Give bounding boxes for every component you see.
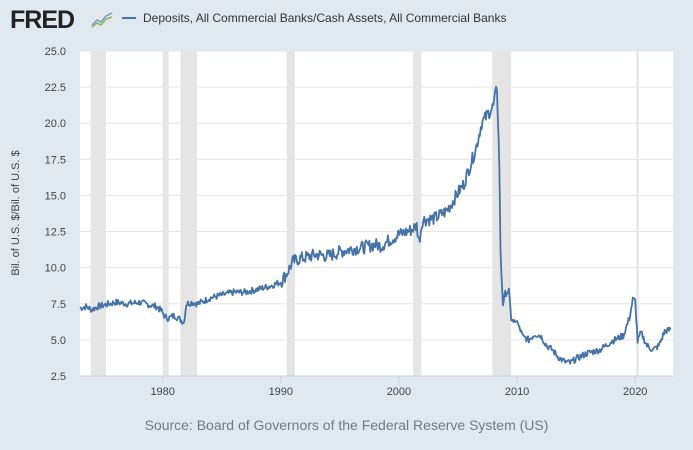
recession-bar	[162, 51, 169, 376]
y-tick-label: 7.5	[51, 299, 66, 311]
grid-lines	[80, 50, 673, 341]
y-tick-label: 15.0	[45, 190, 66, 202]
y-tick-label: 5.0	[51, 335, 66, 347]
line-chart-icon	[90, 9, 114, 29]
chart-header: FRED Deposits, All Commercial Banks/Cash…	[0, 0, 693, 40]
x-tick-label: 1990	[269, 386, 293, 398]
recession-shading	[90, 51, 639, 376]
x-tick-label: 1980	[150, 386, 174, 398]
y-tick-label: 25.0	[45, 46, 66, 58]
x-tick-label: 2020	[623, 386, 647, 398]
legend: Deposits, All Commercial Banks/Cash Asse…	[122, 11, 506, 25]
y-axis-ticks: 2.5 5.0 7.5 10.0 12.5 15.0 17.5 20.0 22.5 25.0	[45, 46, 66, 383]
x-tick-label: 2000	[387, 386, 411, 398]
y-tick-label: 12.5	[45, 227, 66, 239]
recession-bar	[413, 51, 422, 376]
y-tick-label: 2.5	[51, 371, 66, 383]
data-line	[79, 85, 672, 365]
y-tick-label: 17.5	[45, 154, 66, 166]
y-tick-label: 20.0	[45, 118, 66, 130]
recession-bar	[286, 51, 295, 376]
recession-bar	[180, 51, 197, 376]
legend-swatch	[122, 17, 136, 19]
legend-label: Deposits, All Commercial Banks/Cash Asse…	[143, 11, 507, 25]
x-tick-label: 2010	[505, 386, 529, 398]
recession-bar	[492, 51, 512, 376]
plot-area	[80, 51, 673, 376]
x-axis-ticks: 1980 1990 2000 2010 2020	[150, 376, 647, 398]
y-tick-label: 10.0	[45, 263, 66, 275]
recession-bar	[90, 51, 106, 376]
recession-bar	[636, 51, 639, 376]
y-tick-label: 22.5	[45, 82, 66, 94]
source-note: Source: Board of Governors of the Federa…	[144, 417, 549, 433]
fred-logo[interactable]: FRED	[10, 6, 75, 34]
